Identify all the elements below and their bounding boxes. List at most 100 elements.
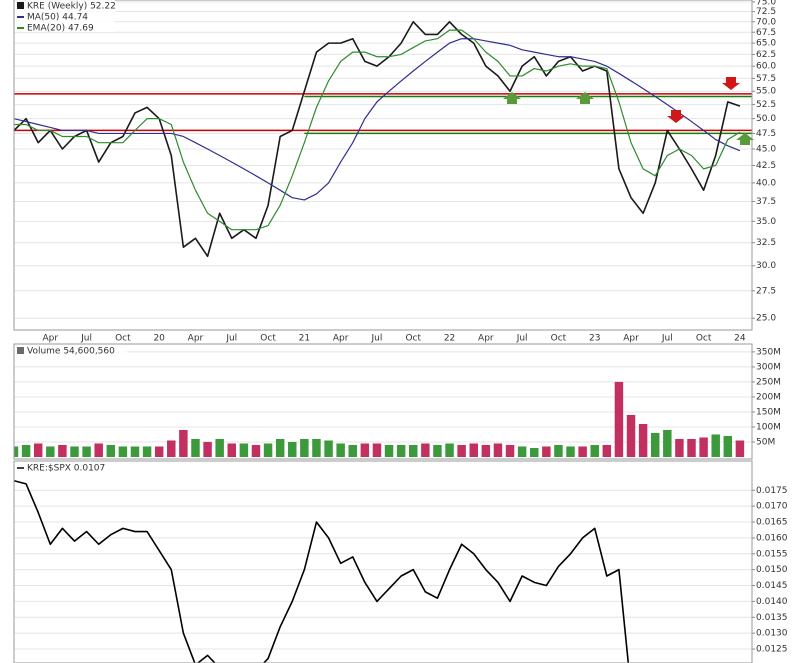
- y-tick-label: 52.5: [756, 100, 776, 110]
- y-tick-label: 0.0165: [756, 518, 788, 528]
- x-tick-label: Oct: [115, 334, 131, 344]
- y-tick-label: 0.0145: [756, 581, 788, 591]
- y-tick-label: 0.0150: [756, 565, 788, 575]
- x-tick-label: Jul: [225, 334, 237, 344]
- volume-bar: [590, 444, 599, 457]
- volume-bar: [191, 438, 200, 457]
- y-tick-label: 0.0135: [756, 613, 788, 623]
- x-tick-label: 21: [299, 334, 310, 344]
- volume-bar: [215, 438, 224, 457]
- y-tick-label: 0.0175: [756, 486, 788, 496]
- y-tick-label: 0.0130: [756, 629, 788, 639]
- volume-bar: [529, 447, 539, 457]
- volume-panel-frame: [13, 343, 753, 460]
- x-tick-label: Apr: [623, 334, 639, 344]
- y-tick-label: 75.0: [756, 0, 776, 7]
- y-tick-label: 65.0: [756, 39, 776, 49]
- volume-bar: [675, 438, 684, 457]
- legend-ma50: MA(50) 44.74: [27, 13, 88, 23]
- volume-bar: [179, 429, 188, 457]
- volume-bar: [251, 444, 261, 457]
- x-tick-label: Apr: [43, 334, 59, 344]
- x-tick-label: Oct: [696, 334, 712, 344]
- y-tick-label: 100M: [756, 422, 781, 432]
- volume-bar: [94, 443, 103, 457]
- data-layer: [14, 20, 752, 663]
- down-arrow: [722, 77, 740, 90]
- legend-icon: [17, 2, 24, 9]
- volume-title: Volume 54,600,560: [27, 347, 115, 357]
- volume-bar: [227, 443, 237, 457]
- x-tick-label: 23: [589, 334, 600, 344]
- volume-bar: [239, 443, 249, 457]
- y-tick-label: 55.0: [756, 87, 776, 97]
- down-arrow: [667, 110, 685, 123]
- volume-bar: [288, 441, 297, 457]
- volume-bar: [650, 432, 660, 457]
- grid-layer: [14, 1, 755, 650]
- y-tick-label: 30.0: [756, 261, 776, 271]
- price-panel-frame: [13, 0, 753, 331]
- volume-bar: [372, 443, 382, 457]
- y-tick-label: 200M: [756, 392, 781, 402]
- volume-bar: [106, 444, 116, 457]
- up-arrow: [576, 92, 594, 104]
- y-tick-label: 0.0155: [756, 549, 788, 559]
- volume-bar: [663, 429, 672, 457]
- y-tick-label: 25.0: [756, 314, 776, 324]
- x-tick-label: Oct: [551, 334, 567, 344]
- volume-bar: [46, 446, 55, 457]
- volume-bar: [433, 444, 442, 457]
- volume-bar: [263, 443, 273, 457]
- y-tick-label: 50.0: [756, 114, 776, 124]
- up-arrow: [736, 133, 754, 145]
- volume-bar: [70, 446, 79, 457]
- x-tick-label: Oct: [405, 334, 421, 344]
- y-tick-label: 0.0160: [756, 533, 788, 543]
- volume-bar: [203, 441, 212, 457]
- y-tick-label: 72.5: [756, 7, 776, 17]
- legend-icon: [17, 347, 24, 354]
- y-tick-label: 350M: [756, 347, 781, 357]
- volume-bar: [554, 444, 563, 457]
- y-tick-label: 62.5: [756, 50, 776, 60]
- y-tick-label: 47.5: [756, 129, 776, 139]
- volume-bar: [626, 414, 636, 457]
- x-tick-label: Jul: [661, 334, 673, 344]
- volume-bar: [457, 444, 466, 457]
- volume-bar: [348, 444, 357, 457]
- y-tick-label: 27.5: [756, 286, 776, 296]
- x-tick-label: Jul: [516, 334, 528, 344]
- volume-bar: [360, 443, 370, 457]
- volume-bar: [14, 446, 19, 457]
- x-tick-label: Apr: [478, 334, 494, 344]
- average-line: [14, 29, 741, 231]
- y-tick-label: 35.0: [756, 217, 776, 227]
- volume-bar: [445, 443, 454, 457]
- y-tick-label: 32.5: [756, 238, 776, 248]
- volume-bar: [699, 437, 708, 457]
- volume-bar: [421, 443, 430, 457]
- y-tick-label: 250M: [756, 377, 781, 387]
- price-line: [14, 479, 630, 663]
- text-layer: KRE (Weekly) 52.22 MA(50) 44.74 EMA(20) …: [15, 0, 788, 655]
- legend-background: [15, 462, 115, 473]
- legend-price: KRE (Weekly) 52.22: [27, 2, 116, 12]
- legend-background: [15, 345, 127, 356]
- volume-bar: [578, 446, 587, 457]
- x-tick-label: Apr: [333, 334, 349, 344]
- volume-bar: [300, 438, 309, 457]
- volume-bar: [735, 440, 745, 457]
- y-tick-label: 57.5: [756, 74, 776, 84]
- volume-bar: [58, 444, 67, 457]
- volume-bar: [602, 444, 612, 457]
- volume-bar: [711, 434, 720, 457]
- price-line: [14, 20, 741, 258]
- volume-bar: [614, 381, 624, 457]
- volume-bar: [324, 440, 333, 457]
- volume-bar: [542, 446, 551, 457]
- average-line: [14, 38, 741, 201]
- y-tick-label: 0.0140: [756, 597, 788, 607]
- annotation-arrows: [503, 77, 754, 145]
